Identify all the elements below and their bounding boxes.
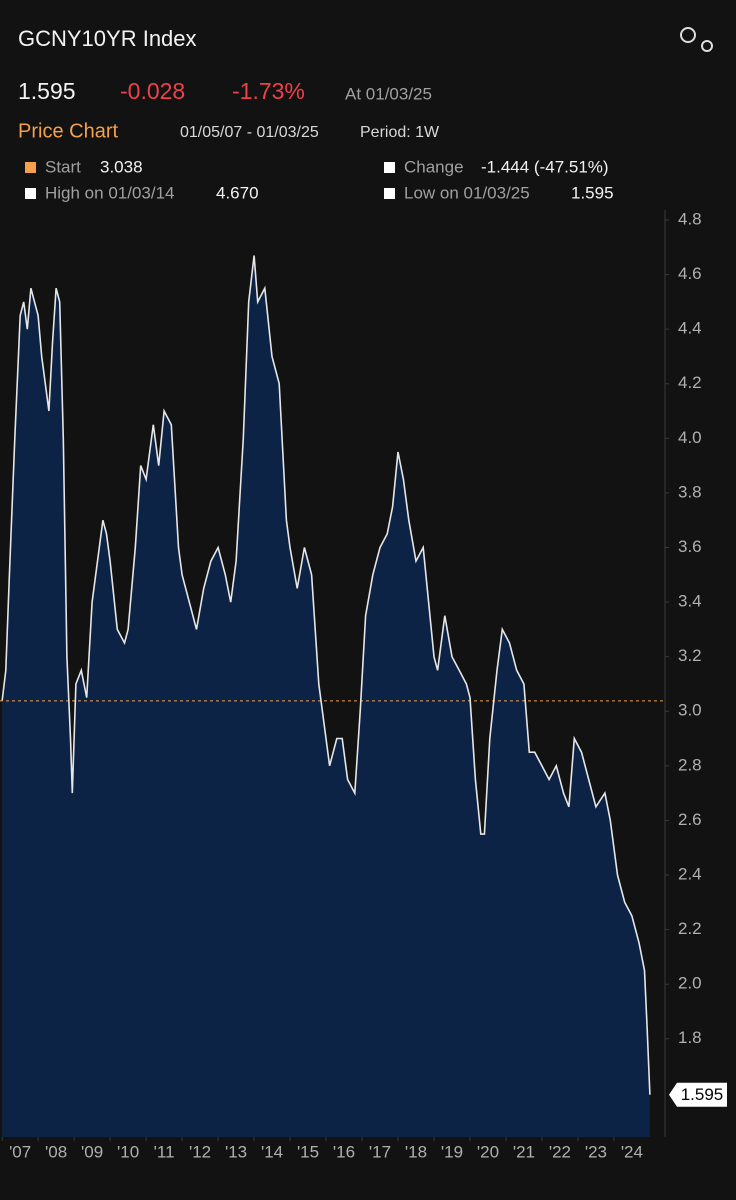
y-tick-label: 3.6 <box>678 537 702 556</box>
x-tick-label: '15 <box>297 1142 319 1161</box>
x-tick-label: '19 <box>441 1142 463 1161</box>
x-tick-label: '09 <box>81 1142 103 1161</box>
y-tick-label: 3.0 <box>678 701 702 720</box>
y-tick-label: 1.8 <box>678 1028 702 1047</box>
stat-value: 1.595 <box>571 183 614 202</box>
y-tick-label: 4.0 <box>678 428 702 447</box>
y-tick-label: 2.6 <box>678 810 702 829</box>
stat-label: High on 01/03/14 <box>45 183 175 202</box>
period: Period: 1W <box>360 124 440 141</box>
last-value-label: 1.595 <box>681 1085 724 1104</box>
y-tick-label: 4.4 <box>678 319 702 338</box>
change-pct: -1.73% <box>232 78 305 104</box>
y-tick-label: 2.0 <box>678 974 702 993</box>
x-tick-label: '13 <box>225 1142 247 1161</box>
price: 1.595 <box>18 78 76 104</box>
last-value-tag <box>669 1082 727 1107</box>
stat-label: Start <box>45 157 81 176</box>
legend-swatch <box>25 162 36 173</box>
x-tick-label: '17 <box>369 1142 391 1161</box>
legend-swatch <box>384 162 395 173</box>
x-tick-label: '22 <box>549 1142 571 1161</box>
x-tick-label: '24 <box>621 1142 643 1161</box>
legend-swatch <box>25 188 36 199</box>
x-tick-label: '12 <box>189 1142 211 1161</box>
change: -0.028 <box>120 78 185 104</box>
x-tick-label: '23 <box>585 1142 607 1161</box>
stat-value: 4.670 <box>216 183 259 202</box>
x-tick-label: '11 <box>154 1142 175 1161</box>
x-tick-label: '21 <box>513 1142 535 1161</box>
as-of: At 01/03/25 <box>345 84 432 103</box>
x-tick-label: '07 <box>9 1142 31 1161</box>
y-tick-label: 4.2 <box>678 373 702 392</box>
section-title: Price Chart <box>18 120 118 142</box>
y-tick-label: 3.4 <box>678 592 702 611</box>
stat-label: Low on 01/03/25 <box>404 183 530 202</box>
x-tick-label: '18 <box>405 1142 427 1161</box>
y-tick-label: 2.4 <box>678 864 702 883</box>
stat-value: 3.038 <box>100 157 143 176</box>
x-tick-label: '20 <box>477 1142 499 1161</box>
y-tick-label: 3.8 <box>678 482 702 501</box>
y-tick-label: 3.2 <box>678 646 702 665</box>
area <box>2 255 650 1137</box>
x-tick-label: '10 <box>117 1142 139 1161</box>
y-tick-label: 2.8 <box>678 755 702 774</box>
x-tick-label: '14 <box>261 1142 283 1161</box>
y-tick-label: 4.8 <box>678 209 702 228</box>
gear <box>680 27 696 43</box>
title: GCNY10YR Index <box>18 26 197 51</box>
settings-icon[interactable] <box>680 27 713 52</box>
date-range: 01/05/07 - 01/03/25 <box>180 124 319 141</box>
legend-swatch <box>384 188 395 199</box>
gear <box>701 40 713 52</box>
stat-label: Change <box>404 157 464 176</box>
x-tick-label: '16 <box>333 1142 355 1161</box>
stat-value: -1.444 (-47.51%) <box>481 157 609 176</box>
y-tick-label: 2.2 <box>678 919 702 938</box>
y-tick-label: 4.6 <box>678 264 702 283</box>
x-tick-label: '08 <box>45 1142 67 1161</box>
line <box>1 255 651 1095</box>
